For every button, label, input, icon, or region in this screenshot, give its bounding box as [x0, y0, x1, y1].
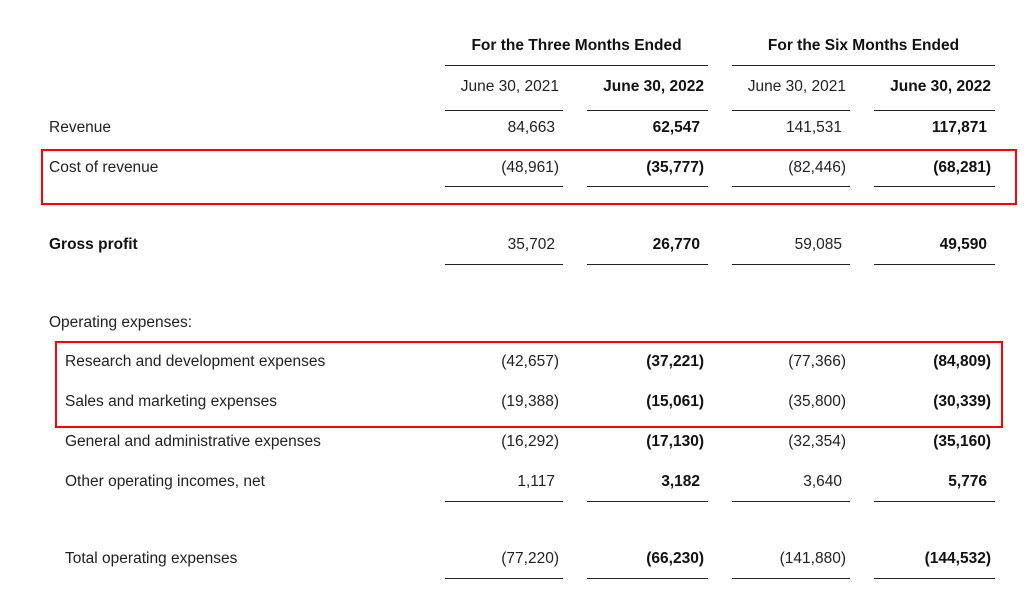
value-cell: 35,702 — [507, 236, 555, 253]
row-label: Revenue — [49, 119, 112, 136]
total-underline — [732, 578, 850, 579]
value-cell: 117,871 — [931, 119, 987, 136]
group-underline — [732, 65, 995, 66]
total-underline — [874, 186, 995, 187]
row-label: Cost of revenue — [49, 159, 159, 176]
value-cell: 3,182 — [661, 473, 700, 490]
value-cell: (84,809) — [933, 353, 991, 370]
value-cell: (17,130) — [646, 433, 704, 450]
column-header: June 30, 2022 — [603, 78, 704, 95]
column-header-underline — [587, 110, 708, 111]
row-label: Operating expenses: — [49, 314, 193, 331]
total-underline — [587, 501, 708, 502]
value-cell: (66,230) — [646, 550, 704, 567]
value-cell: 141,531 — [785, 119, 842, 136]
total-underline — [587, 578, 708, 579]
value-cell: 62,547 — [652, 119, 700, 136]
total-underline — [587, 186, 708, 187]
row-label: General and administrative expenses — [65, 433, 321, 450]
value-cell: (77,220) — [501, 550, 559, 567]
value-cell: (32,354) — [788, 433, 846, 450]
value-cell: 84,663 — [507, 119, 555, 136]
highlight-box — [55, 341, 1003, 428]
value-cell: (19,388) — [501, 393, 559, 410]
group-header-six-months: For the Six Months Ended — [767, 37, 960, 54]
value-cell: (16,292) — [501, 433, 559, 450]
total-underline — [874, 578, 995, 579]
total-underline — [732, 501, 850, 502]
value-cell: (82,446) — [788, 159, 846, 176]
total-underline — [874, 501, 995, 502]
total-underline — [587, 264, 708, 265]
total-underline — [445, 264, 563, 265]
value-cell: 3,640 — [803, 473, 842, 490]
value-cell: (37,221) — [646, 353, 704, 370]
value-cell: 1,117 — [517, 473, 555, 490]
column-header-underline — [874, 110, 995, 111]
group-header-three-months: For the Three Months Ended — [471, 37, 682, 54]
row-label: Other operating incomes, net — [65, 473, 265, 490]
value-cell: (68,281) — [933, 159, 991, 176]
value-cell: 59,085 — [794, 236, 842, 253]
value-cell: (48,961) — [501, 159, 559, 176]
total-underline — [445, 501, 563, 502]
value-cell: 5,776 — [948, 473, 987, 490]
column-header: June 30, 2021 — [747, 78, 846, 95]
total-underline — [445, 578, 563, 579]
column-header-underline — [732, 110, 850, 111]
total-underline — [445, 186, 563, 187]
row-label: Gross profit — [49, 236, 138, 253]
value-cell: (77,366) — [788, 353, 846, 370]
highlight-box — [41, 149, 1017, 205]
value-cell: (15,061) — [646, 393, 704, 410]
column-header-underline — [445, 110, 563, 111]
value-cell: (141,880) — [779, 550, 846, 567]
value-cell: (35,160) — [933, 433, 991, 450]
column-header: June 30, 2021 — [460, 78, 559, 95]
total-underline — [732, 186, 850, 187]
row-label: Sales and marketing expenses — [65, 393, 277, 410]
value-cell: (144,532) — [924, 550, 991, 567]
value-cell: 49,590 — [939, 236, 987, 253]
group-underline — [445, 65, 708, 66]
value-cell: (35,777) — [646, 159, 704, 176]
value-cell: (42,657) — [501, 353, 559, 370]
value-cell: 26,770 — [652, 236, 700, 253]
row-label: Total operating expenses — [65, 550, 238, 567]
total-underline — [732, 264, 850, 265]
value-cell: (35,800) — [788, 393, 846, 410]
column-header: June 30, 2022 — [890, 78, 991, 95]
row-label: Research and development expenses — [65, 353, 326, 370]
value-cell: (30,339) — [933, 393, 991, 410]
total-underline — [874, 264, 995, 265]
